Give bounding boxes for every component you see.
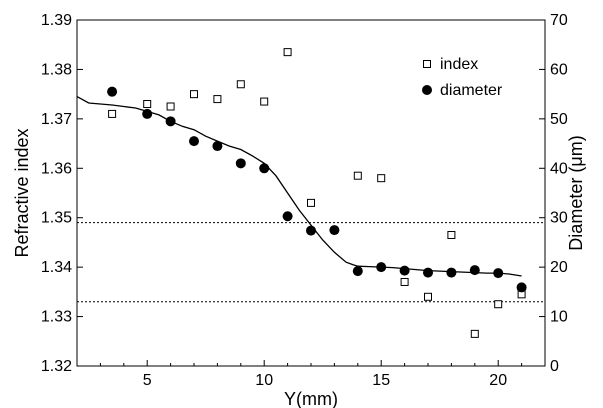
index-point	[353, 171, 362, 180]
x-tick-label: 5	[143, 372, 152, 389]
left-y-axis-label: Refractive index	[12, 128, 32, 257]
legend-diameter-marker	[422, 85, 432, 95]
index-point	[166, 102, 175, 111]
right-y-tick-label: 70	[550, 12, 568, 29]
diameter-point	[423, 267, 433, 278]
legend-diameter-label: diameter	[440, 82, 503, 99]
diameter-point	[107, 86, 118, 97]
diameter-point	[352, 266, 363, 277]
index-point	[213, 95, 222, 104]
index-point	[470, 329, 479, 338]
diameter-point	[259, 163, 270, 174]
index-point	[494, 300, 503, 309]
right-y-axis-ticks: 0 10 20 30 40 50 60 70	[539, 12, 568, 375]
index-point	[283, 48, 292, 57]
x-tick-label: 10	[255, 372, 273, 389]
diameter-point	[282, 211, 293, 222]
diameter-point	[329, 225, 340, 236]
right-y-tick-label: 40	[550, 160, 568, 177]
legend-index-label: index	[440, 56, 478, 73]
right-y-tick-label: 60	[550, 61, 568, 78]
diameter-point	[165, 116, 176, 127]
left-y-tick-label: 1.38	[41, 61, 72, 78]
left-y-tick-label: 1.32	[41, 358, 72, 375]
left-y-tick-label: 1.33	[41, 309, 72, 326]
left-y-tick-label: 1.35	[41, 210, 72, 227]
legend: index diameter	[422, 56, 503, 99]
left-y-axis-ticks: 1.32 1.33 1.34 1.35 1.36 1.37 1.38 1.39	[41, 12, 83, 375]
index-series	[108, 48, 526, 338]
diameter-point	[516, 282, 527, 293]
x-tick-label: 20	[489, 372, 507, 389]
right-y-tick-label: 20	[550, 259, 568, 276]
right-y-tick-label: 0	[550, 358, 559, 375]
diameter-point	[235, 158, 246, 169]
left-y-tick-label: 1.34	[41, 259, 72, 276]
diameter-point	[469, 265, 480, 276]
index-point	[236, 80, 245, 89]
reference-lines	[77, 222, 545, 303]
diameter-curve	[76, 96, 522, 277]
index-point	[143, 100, 152, 109]
index-point	[260, 97, 269, 106]
right-y-axis-label: Diameter (μm)	[566, 135, 586, 250]
left-y-tick-label: 1.39	[41, 12, 72, 29]
diameter-point	[493, 268, 504, 279]
x-axis-ticks: 5 10 15 20	[99, 360, 523, 389]
legend-index-marker	[423, 60, 431, 68]
index-point	[424, 292, 432, 301]
right-y-tick-label: 30	[550, 210, 568, 227]
right-y-tick-label: 10	[550, 309, 568, 326]
diameter-point	[306, 225, 316, 236]
diameter-point	[142, 108, 153, 119]
right-y-tick-label: 50	[550, 111, 568, 128]
diameter-point	[399, 265, 410, 276]
diameter-point	[189, 136, 199, 147]
x-tick-label: 15	[372, 372, 390, 389]
x-axis-label: Y(mm)	[284, 389, 338, 408]
diameter-point	[446, 267, 457, 278]
diameter-point	[212, 141, 223, 152]
index-point	[190, 90, 198, 99]
left-y-tick-label: 1.36	[41, 160, 72, 177]
index-point	[377, 174, 386, 183]
index-point	[447, 231, 456, 240]
diameter-series	[107, 86, 527, 293]
left-y-tick-label: 1.37	[41, 111, 72, 128]
diameter-point	[376, 262, 387, 273]
index-point	[108, 109, 117, 118]
index-point	[307, 198, 315, 207]
index-point	[400, 277, 409, 286]
